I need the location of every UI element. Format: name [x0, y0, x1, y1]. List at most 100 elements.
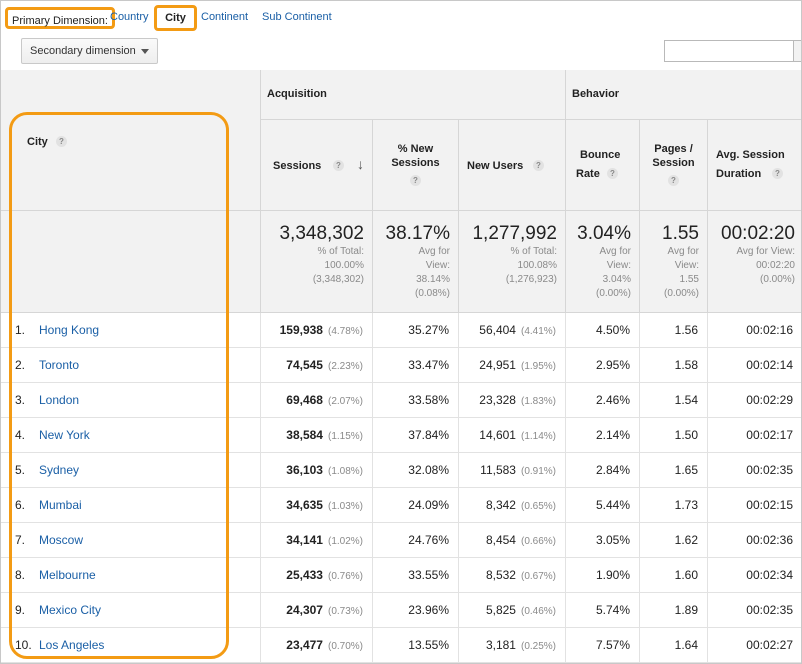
new-sessions-cell: 23.96%: [373, 593, 459, 628]
city-link[interactable]: Sydney: [39, 463, 80, 477]
row-index: 5.: [15, 463, 26, 477]
duration-cell: 00:02:16: [708, 313, 801, 348]
city-link[interactable]: Los Angeles: [39, 638, 105, 652]
new-sessions-column-header[interactable]: % New Sessions ?: [373, 120, 459, 211]
new-users-cell: 11,583 (0.91%): [459, 453, 566, 488]
city-link[interactable]: Mumbai: [39, 498, 82, 512]
sessions-percent: (0.73%): [327, 606, 363, 617]
row-index: 1.: [15, 323, 26, 337]
sessions-cell: 34,635 (1.03%): [261, 488, 373, 523]
sessions-percent: (0.70%): [327, 641, 363, 652]
secondary-dimension-label: Secondary dimension: [30, 45, 136, 57]
table-row: 1. Hong Kong 159,938 (4.78%) 35.27% 56,404 (4.…: [1, 313, 801, 348]
new-sessions-header-line2: Sessions: [391, 157, 440, 169]
bounce-cell: 2.95%: [566, 348, 640, 383]
new-sessions-cell: 33.55%: [373, 558, 459, 593]
bounce-rate-column-header[interactable]: Bounce Rate ?: [566, 120, 640, 211]
city-cell: 9. Mexico City: [1, 593, 261, 628]
city-cell: 2. Toronto: [1, 348, 261, 383]
new-sessions-cell: 37.84%: [373, 418, 459, 453]
city-link[interactable]: New York: [39, 428, 90, 442]
sessions-percent: (1.15%): [327, 431, 363, 442]
help-icon[interactable]: ?: [333, 160, 344, 171]
new-users-value: 3,181: [485, 638, 516, 652]
city-link[interactable]: Moscow: [39, 533, 84, 547]
sort-down-arrow-icon[interactable]: ↓: [357, 156, 364, 172]
new-users-value: 23,328: [479, 393, 516, 407]
new-sessions-cell: 35.27%: [373, 313, 459, 348]
secondary-dimension-button[interactable]: Secondary dimension: [21, 38, 158, 64]
avg-session-duration-column-header[interactable]: Avg. Session Duration ?: [708, 120, 801, 211]
row-index: 8.: [15, 568, 26, 582]
totals-sub: 38.14%: [416, 274, 450, 285]
city-column-header[interactable]: City ?: [1, 70, 261, 211]
city-link[interactable]: Toronto: [39, 358, 80, 372]
dimension-link-country[interactable]: Country: [110, 11, 149, 23]
report-toolbar: Secondary dimension: [1, 33, 801, 70]
new-users-cell: 24,951 (1.95%): [459, 348, 566, 383]
duration-cell: 00:02:34: [708, 558, 801, 593]
totals-sub: % of Total:: [510, 246, 557, 257]
duration-header-line2: Duration: [716, 168, 762, 180]
dimension-link-continent[interactable]: Continent: [201, 11, 249, 23]
help-icon[interactable]: ?: [772, 168, 783, 179]
acquisition-group-header: Acquisition: [261, 70, 566, 120]
search-button[interactable]: [794, 40, 801, 62]
pages-per-session-column-header[interactable]: Pages / Session ?: [640, 120, 708, 211]
duration-cell: 00:02:36: [708, 523, 801, 558]
help-icon[interactable]: ?: [668, 174, 679, 186]
new-users-value: 11,583: [480, 463, 516, 477]
new-users-percent: (1.95%): [520, 361, 556, 372]
new-sessions-cell: 32.08%: [373, 453, 459, 488]
bounce-header-line2: Rate: [576, 168, 600, 180]
dimension-link-sub-continent[interactable]: Sub Continent: [262, 11, 332, 23]
totals-sub: (3,348,302): [312, 274, 364, 285]
sessions-column-header[interactable]: Sessions ? ↓: [261, 120, 373, 211]
city-cell: 8. Melbourne: [1, 558, 261, 593]
primary-dimension-label: Primary Dimension:: [5, 7, 115, 29]
sessions-value: 24,307: [286, 603, 323, 617]
help-icon[interactable]: ?: [533, 160, 544, 171]
pages-cell: 1.73: [640, 488, 708, 523]
new-users-value: 24,951: [479, 358, 516, 372]
sessions-cell: 24,307 (0.73%): [261, 593, 373, 628]
new-sessions-cell: 33.58%: [373, 383, 459, 418]
help-icon[interactable]: ?: [607, 168, 618, 179]
totals-sub: (0.00%): [759, 274, 795, 285]
row-index: 9.: [15, 603, 26, 617]
city-link[interactable]: Melbourne: [39, 568, 96, 582]
table-row: 5. Sydney 36,103 (1.08%) 32.08% 11,583 (0.91%)…: [1, 453, 801, 488]
row-index: 3.: [15, 393, 26, 407]
new-users-column-header[interactable]: New Users ?: [459, 120, 566, 211]
sessions-value: 34,141: [286, 533, 323, 547]
new-users-percent: (0.46%): [520, 606, 556, 617]
pages-cell: 1.58: [640, 348, 708, 383]
duration-cell: 00:02:29: [708, 383, 801, 418]
totals-sub: (1,276,923): [505, 274, 557, 285]
table-search-input[interactable]: [664, 40, 794, 62]
city-cell: 6. Mumbai: [1, 488, 261, 523]
sessions-value: 159,938: [279, 323, 323, 337]
sessions-value: 74,545: [286, 358, 323, 372]
totals-sessions-value: 3,348,302: [279, 223, 364, 244]
city-link[interactable]: Hong Kong: [39, 323, 100, 337]
city-link[interactable]: Mexico City: [39, 603, 102, 617]
totals-sessions: 3,348,302 % of Total: 100.00% (3,348,302…: [261, 211, 373, 313]
new-sessions-header-line1: % New: [397, 143, 434, 155]
city-link[interactable]: London: [39, 393, 80, 407]
help-icon[interactable]: ?: [56, 136, 67, 147]
new-users-percent: (0.67%): [520, 571, 556, 582]
dimension-link-city-selected[interactable]: City: [154, 5, 197, 31]
pages-cell: 1.89: [640, 593, 708, 628]
duration-cell: 00:02:17: [708, 418, 801, 453]
bounce-cell: 5.74%: [566, 593, 640, 628]
sessions-percent: (2.07%): [327, 396, 363, 407]
city-cell: 10. Los Angeles: [1, 628, 261, 663]
new-users-value: 5,825: [485, 603, 516, 617]
bounce-cell: 2.84%: [566, 453, 640, 488]
help-icon[interactable]: ?: [410, 174, 421, 186]
sessions-cell: 74,545 (2.23%): [261, 348, 373, 383]
totals-sub: 00:02:20: [756, 260, 795, 271]
pages-cell: 1.62: [640, 523, 708, 558]
totals-sub: (0.00%): [663, 288, 699, 299]
